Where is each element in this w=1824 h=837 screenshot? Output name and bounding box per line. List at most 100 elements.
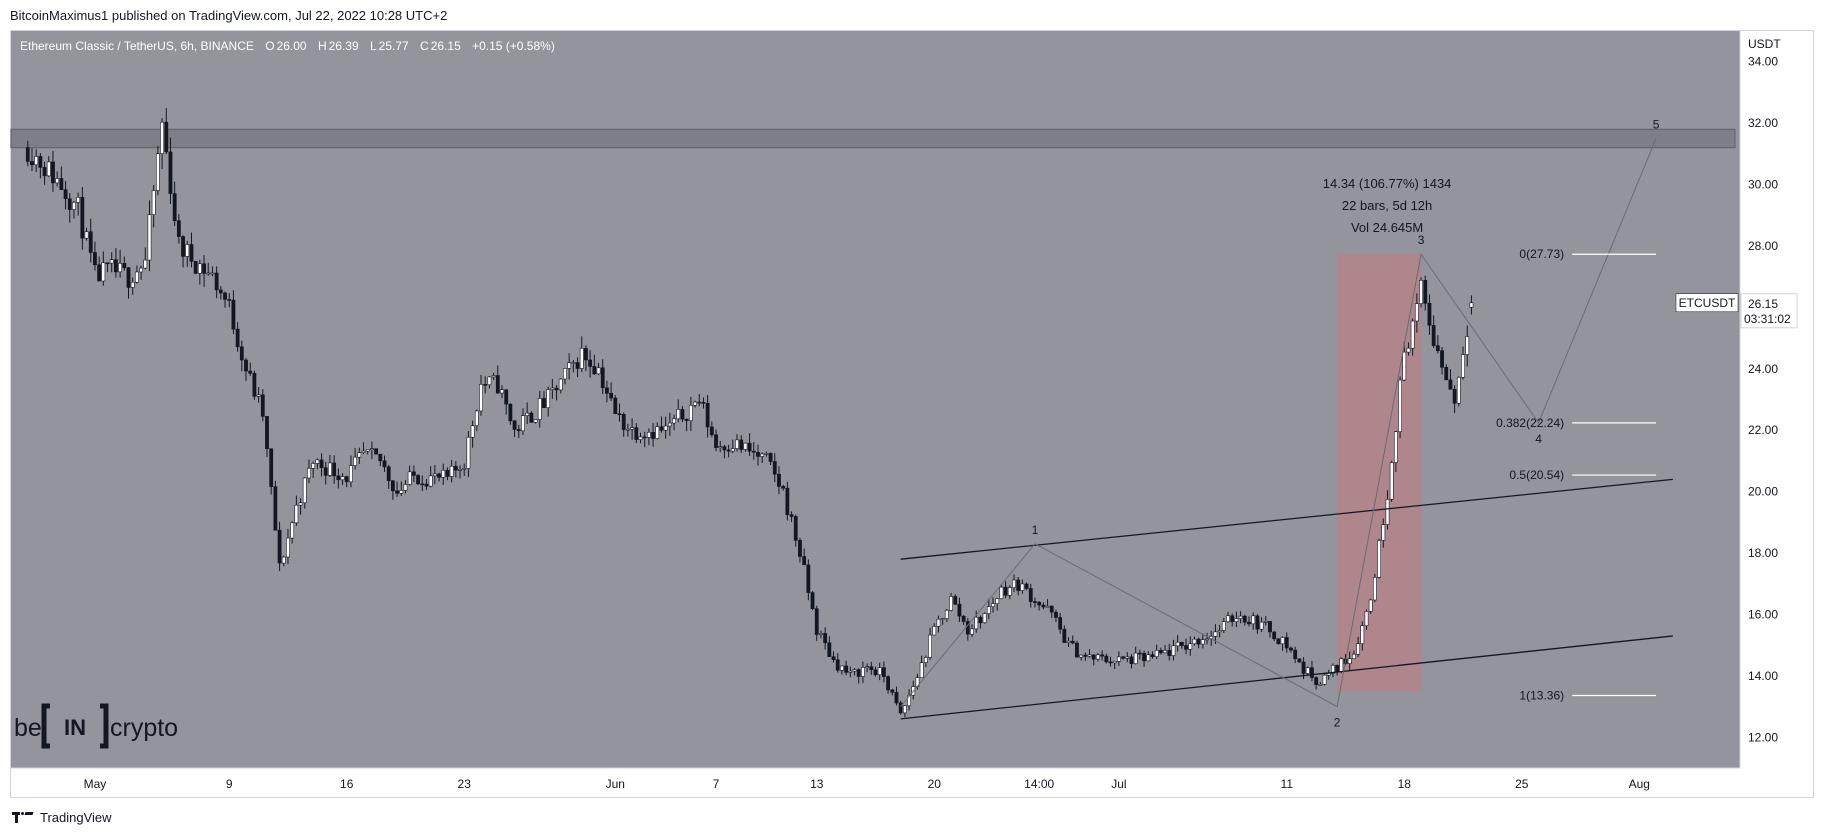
candle bbox=[202, 255, 206, 287]
candle bbox=[709, 421, 714, 438]
candle bbox=[991, 597, 995, 613]
candle bbox=[424, 478, 429, 491]
candle bbox=[206, 262, 211, 276]
low-value: 25.77 bbox=[378, 39, 409, 53]
candle bbox=[970, 624, 974, 638]
candle bbox=[1444, 364, 1449, 381]
candle bbox=[1435, 335, 1440, 354]
drawings-layer[interactable] bbox=[900, 138, 1673, 720]
candle bbox=[844, 660, 849, 676]
candle bbox=[1171, 639, 1176, 661]
candle bbox=[218, 285, 223, 300]
countdown-value: 03:31:02 bbox=[1744, 312, 1791, 326]
candle bbox=[1469, 295, 1474, 315]
candle bbox=[1142, 650, 1146, 667]
candle bbox=[944, 608, 949, 622]
candle bbox=[265, 416, 269, 457]
candle bbox=[881, 661, 886, 683]
publisher-line: BitcoinMaximus1 published on TradingView… bbox=[10, 8, 448, 23]
candle bbox=[466, 431, 471, 477]
candle bbox=[235, 322, 240, 352]
candle bbox=[1423, 275, 1428, 311]
candle bbox=[223, 291, 227, 308]
candle bbox=[277, 521, 282, 571]
candle bbox=[139, 265, 143, 280]
candle bbox=[1389, 460, 1394, 503]
candle bbox=[1238, 611, 1243, 624]
candle bbox=[479, 374, 483, 416]
symbol-title[interactable]: Ethereum Classic / TetherUS, 6h, BINANCE bbox=[20, 39, 254, 53]
watermark-crypto: crypto bbox=[110, 714, 178, 742]
candle bbox=[722, 444, 727, 459]
candle bbox=[571, 359, 576, 373]
candle bbox=[621, 412, 626, 437]
watermark-in: IN bbox=[64, 715, 86, 740]
candle bbox=[1024, 582, 1029, 591]
chart-legend: Ethereum Classic / TetherUS, 6h, BINANCE… bbox=[20, 39, 555, 53]
candle bbox=[890, 688, 895, 696]
candle bbox=[97, 256, 102, 282]
y-tick-label: 30.00 bbox=[1748, 178, 1778, 192]
candle bbox=[1020, 579, 1025, 594]
x-tick-label: Jun bbox=[606, 777, 625, 791]
fib-layer[interactable]: 0(27.73) 0.382(22.24) 0.5(20.54) 1(13.36) bbox=[1496, 247, 1657, 703]
candle bbox=[1456, 376, 1461, 407]
candle bbox=[365, 449, 370, 455]
candle bbox=[718, 440, 723, 453]
candle bbox=[1318, 682, 1323, 686]
candle bbox=[1461, 346, 1465, 380]
footer: TradingView bbox=[12, 810, 112, 825]
y-tick-label: 16.00 bbox=[1748, 607, 1778, 621]
candle bbox=[613, 395, 618, 415]
fib-label: 0(27.73) bbox=[1519, 247, 1564, 261]
candle bbox=[210, 266, 215, 277]
candle bbox=[1465, 325, 1470, 367]
x-tick-label: 14:00 bbox=[1024, 777, 1054, 791]
candle bbox=[445, 467, 450, 481]
candle bbox=[1406, 342, 1411, 356]
candle bbox=[487, 376, 492, 389]
candle bbox=[1247, 616, 1251, 627]
price-axis-currency: USDT bbox=[1748, 37, 1781, 51]
candle bbox=[122, 256, 127, 271]
change-value: +0.15 (+0.58%) bbox=[472, 39, 555, 53]
candle bbox=[848, 666, 853, 678]
candle bbox=[756, 444, 760, 466]
candle bbox=[886, 675, 890, 694]
candle bbox=[1028, 583, 1033, 608]
candle bbox=[567, 353, 572, 380]
candle bbox=[336, 468, 341, 489]
candle bbox=[1054, 609, 1058, 623]
labels-layer: 1 2 3 4 5 14.34 (106.77%) 1434 22 bars, 5d 12h… bbox=[1032, 117, 1660, 729]
fib-level: 0.382(22.24) bbox=[1496, 416, 1657, 430]
candle bbox=[940, 618, 945, 625]
candle bbox=[193, 261, 198, 274]
candle bbox=[30, 148, 34, 172]
candle bbox=[521, 408, 525, 435]
candle bbox=[1016, 577, 1021, 596]
candle bbox=[1205, 632, 1209, 645]
candle bbox=[1339, 657, 1344, 674]
candle bbox=[626, 423, 630, 437]
last-price-value: 26.15 bbox=[1748, 297, 1778, 311]
candle bbox=[462, 463, 467, 476]
candle bbox=[1226, 611, 1230, 623]
x-tick-label: 16 bbox=[340, 777, 354, 791]
y-tick-label: 28.00 bbox=[1748, 239, 1778, 253]
candle bbox=[584, 345, 588, 371]
candle bbox=[768, 452, 773, 466]
candle bbox=[1251, 612, 1256, 630]
tradingview-logo-icon[interactable] bbox=[12, 811, 34, 824]
candle bbox=[483, 376, 488, 394]
watermark-be: be bbox=[14, 714, 42, 742]
candle bbox=[861, 661, 865, 684]
watermark-layer: be IN crypto bbox=[14, 703, 178, 749]
candle bbox=[600, 359, 605, 395]
footer-brand[interactable]: TradingView bbox=[40, 810, 112, 825]
candle bbox=[1368, 598, 1373, 614]
candle bbox=[1079, 654, 1084, 661]
candle bbox=[252, 370, 257, 400]
candle bbox=[840, 665, 844, 675]
candle bbox=[550, 379, 555, 399]
